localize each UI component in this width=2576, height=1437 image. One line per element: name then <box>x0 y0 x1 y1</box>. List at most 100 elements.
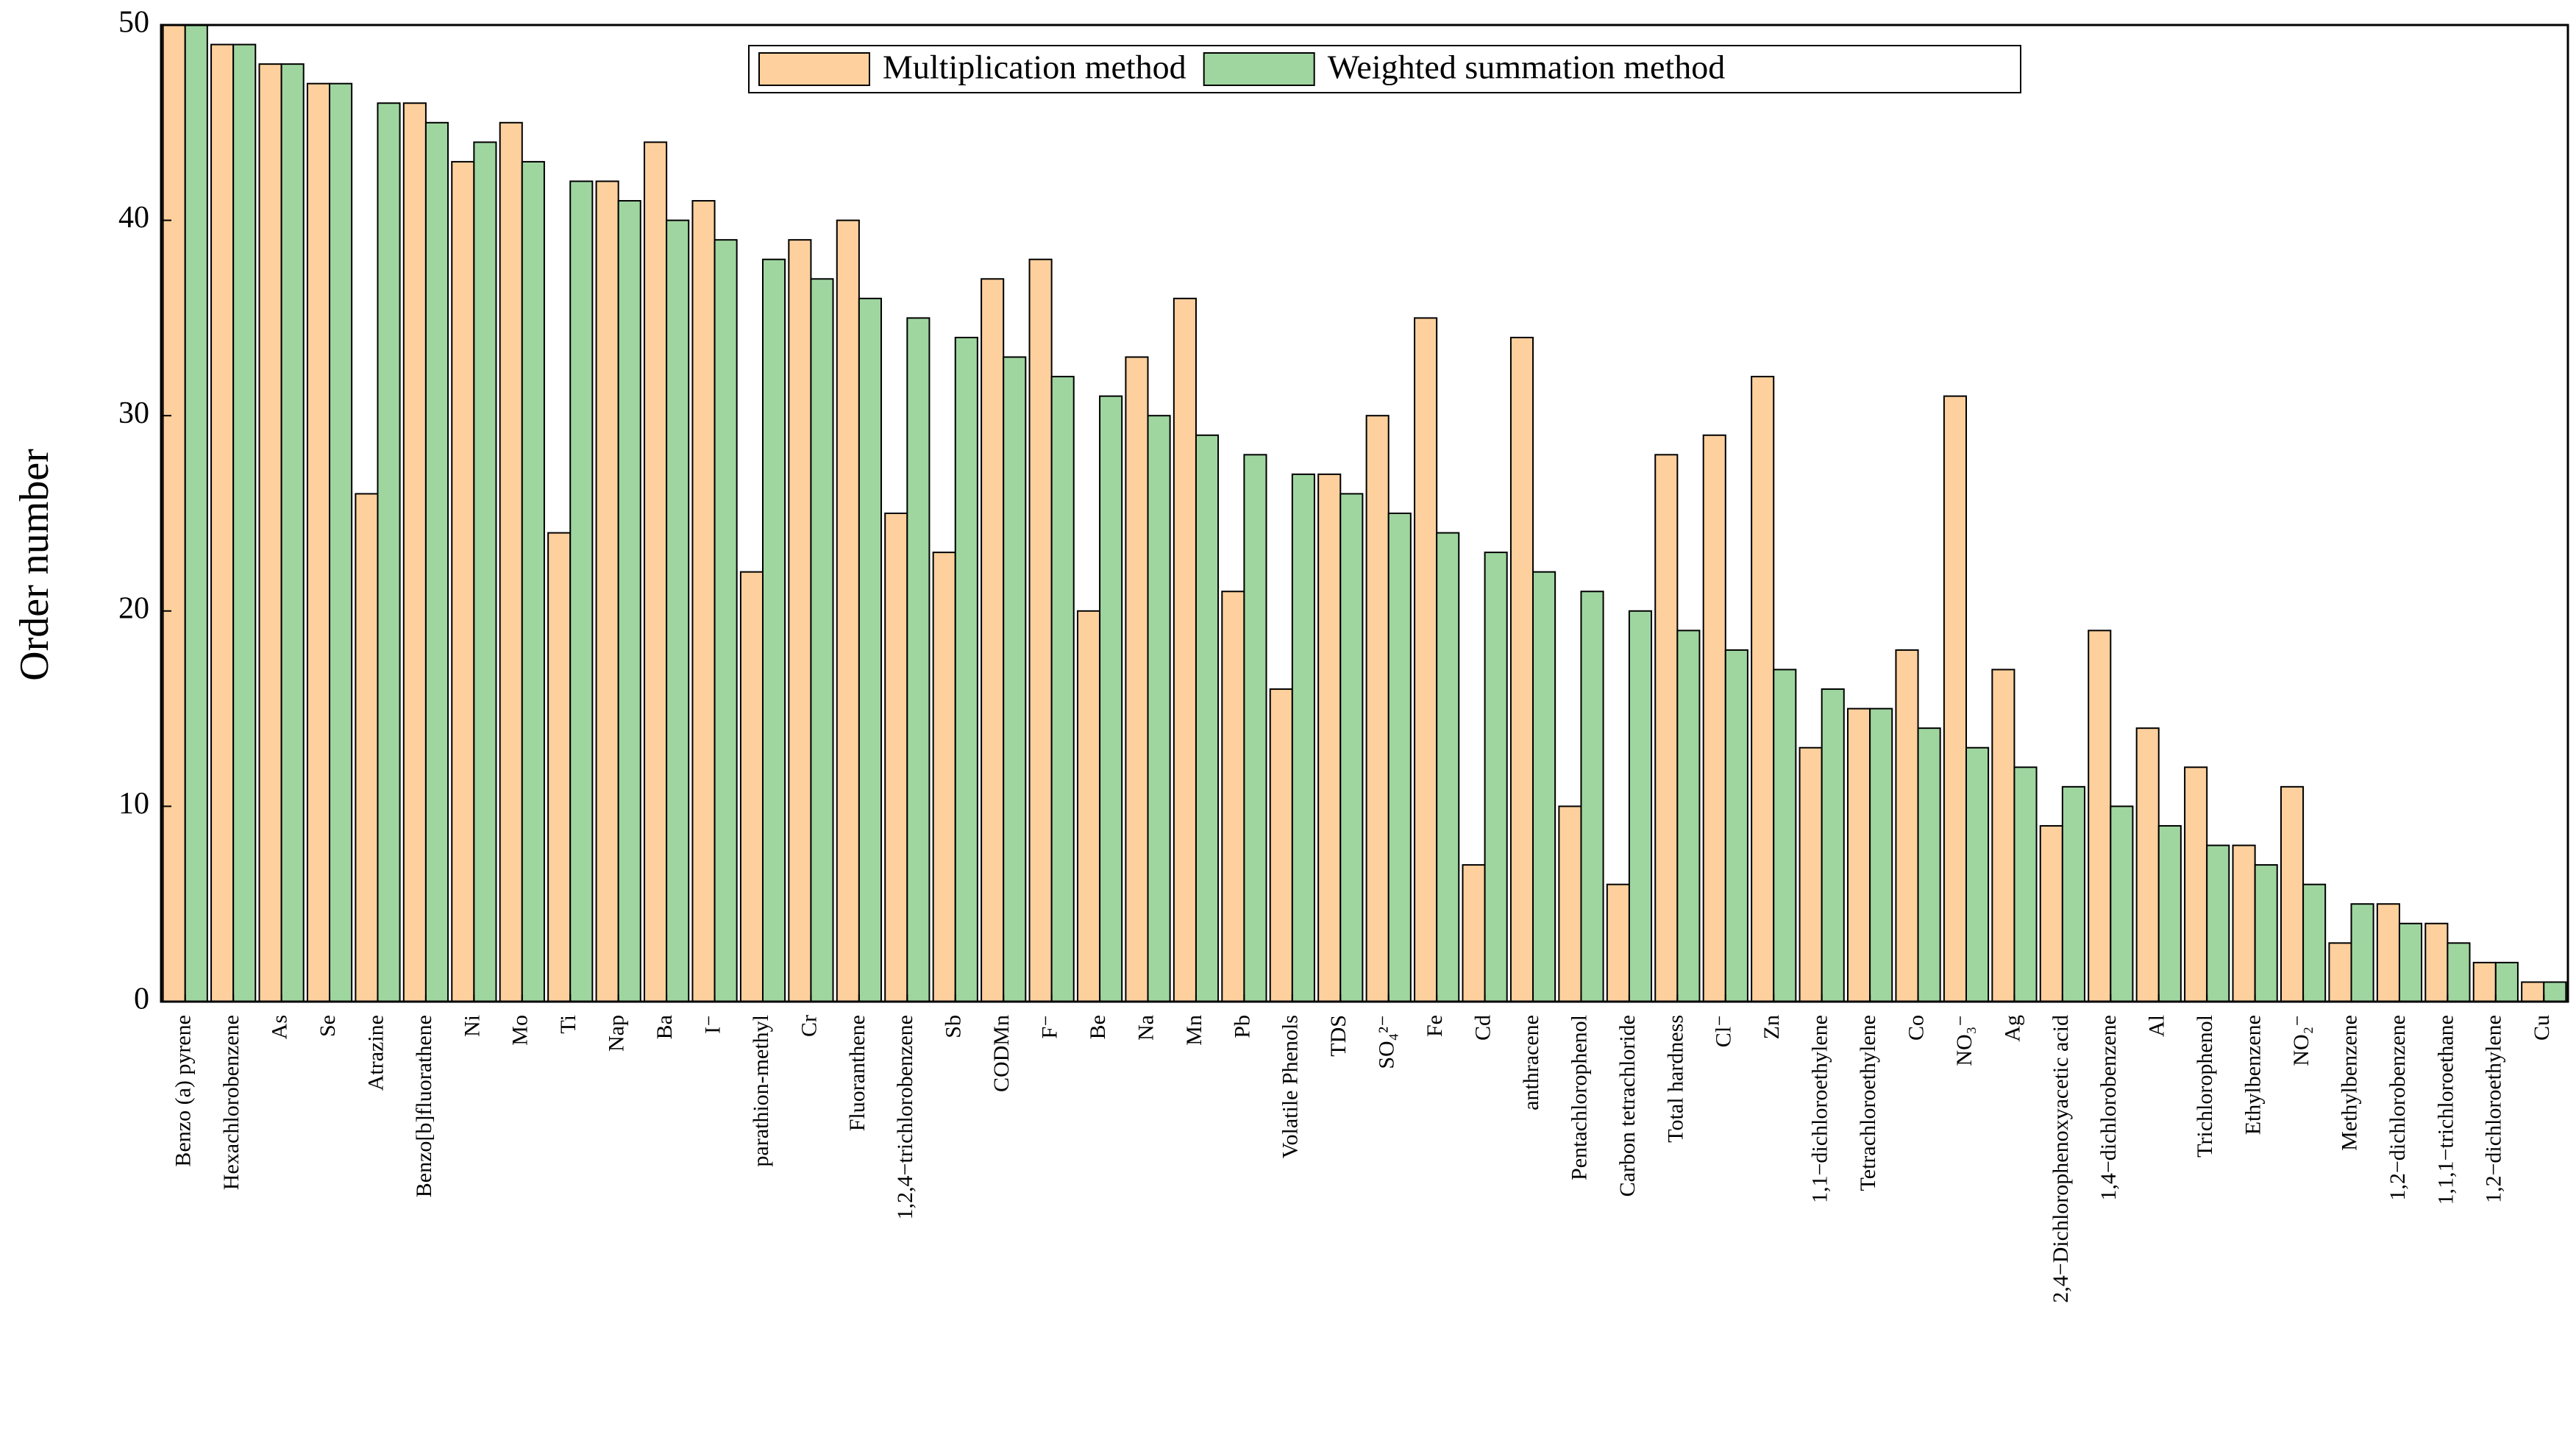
x-tick-label: Ni <box>460 1015 484 1037</box>
bar <box>644 141 668 1003</box>
bar <box>1003 356 1027 1002</box>
bar <box>1702 434 1726 1002</box>
x-tick-label: Ti <box>556 1015 580 1034</box>
x-tick-label: Pb <box>1230 1015 1254 1038</box>
x-tick-label: Methylbenzene <box>2337 1015 2361 1151</box>
bar <box>1654 454 1679 1002</box>
x-tick-label: Fluoranthene <box>845 1015 869 1131</box>
bar <box>2398 922 2423 1003</box>
bar <box>1484 552 1508 1002</box>
x-tick-label: Pentachlorophenol <box>1567 1015 1591 1180</box>
x-tick-label: Tetrachloroethylene <box>1856 1015 1880 1191</box>
bar <box>1436 532 1460 1002</box>
x-tick-label: 1,1,1−trichloroethane <box>2433 1015 2458 1205</box>
x-tick-label: 1,2,4−trichlorobenzene <box>893 1015 917 1219</box>
x-tick-label: Ethylbenzene <box>2241 1015 2266 1135</box>
bar <box>788 239 812 1002</box>
bar <box>1580 591 1604 1002</box>
bar <box>1532 571 1556 1002</box>
x-tick-label: Mn <box>1182 1015 1206 1046</box>
bar <box>714 239 738 1002</box>
bar <box>1558 805 1582 1003</box>
bar <box>2013 766 2038 1003</box>
x-tick-label: Cd <box>1470 1015 1495 1041</box>
bar <box>2472 961 2497 1003</box>
x-tick-label: NO₂⁻ <box>2289 1015 2313 1066</box>
x-tick-label: Benzo (a) pyrene <box>171 1015 196 1167</box>
bar <box>2424 922 2449 1003</box>
bar <box>1414 317 1438 1002</box>
x-tick-label: Ba <box>652 1015 677 1039</box>
x-tick-label: Na <box>1134 1015 1158 1041</box>
bar <box>2494 961 2519 1003</box>
x-tick-label: anthracene <box>1519 1015 1543 1110</box>
y-tick-label: 50 <box>118 6 149 40</box>
bar <box>451 160 475 1002</box>
bar <box>1943 395 1968 1002</box>
bar <box>2157 824 2182 1002</box>
bar <box>2521 981 2545 1002</box>
bar <box>2206 844 2230 1003</box>
bar <box>1269 688 1293 1002</box>
bar <box>2447 942 2471 1002</box>
x-tick-label: Total hardness <box>1663 1015 1687 1143</box>
bar <box>1847 707 1871 1002</box>
bar <box>739 571 764 1002</box>
x-tick-label: Trichlorophenol <box>2193 1015 2217 1158</box>
bar <box>1628 610 1653 1002</box>
bar <box>1221 591 1245 1002</box>
bar <box>1773 668 1797 1002</box>
y-tick-label: 20 <box>118 591 149 625</box>
bar <box>691 200 716 1002</box>
x-tick-label: Be <box>1086 1015 1110 1039</box>
x-tick-label: Cr <box>797 1015 821 1037</box>
x-tick-label: Nap <box>605 1015 629 1052</box>
x-tick-label: Carbon tetrachloride <box>1615 1015 1640 1197</box>
bar <box>1243 454 1267 1002</box>
bar <box>1965 746 1990 1002</box>
bar <box>884 513 908 1002</box>
legend-label: Multiplication method <box>883 49 1186 86</box>
bar <box>424 121 449 1002</box>
bar <box>377 102 401 1003</box>
bar <box>2039 824 2063 1002</box>
y-tick-label: 10 <box>118 787 149 821</box>
x-tick-label: Sb <box>942 1015 966 1038</box>
x-tick-label: 1,4−dichlorobenzene <box>2096 1015 2121 1201</box>
bar <box>547 532 572 1002</box>
x-tick-label: Cl⁻ <box>1712 1015 1736 1047</box>
bar <box>1676 630 1701 1002</box>
x-tick-label: NO₃⁻ <box>1952 1015 1977 1066</box>
bar <box>906 317 931 1002</box>
bar <box>2543 981 2567 1002</box>
bar <box>355 493 379 1002</box>
bar <box>858 297 882 1002</box>
x-tick-label: 2,4−Dichlorophenoxyacetic acid <box>2049 1015 2073 1303</box>
bar <box>1895 649 1919 1002</box>
bar <box>2184 766 2208 1003</box>
bar <box>162 24 186 1002</box>
x-tick-label: F⁻ <box>1038 1015 1062 1039</box>
x-tick-label: Co <box>1904 1015 1928 1041</box>
bar <box>1798 746 1823 1002</box>
bar <box>2110 805 2134 1003</box>
x-tick-label: parathion-methyl <box>749 1015 773 1167</box>
bar <box>2280 785 2305 1002</box>
x-tick-label: Ag <box>2000 1015 2024 1042</box>
x-tick-label: I⁻ <box>700 1015 725 1034</box>
x-tick-label: Al <box>2145 1015 2169 1037</box>
bar <box>2088 630 2112 1002</box>
x-tick-label: 1,2−dichloroethylene <box>2482 1015 2506 1203</box>
bar <box>981 278 1005 1002</box>
bar <box>1195 434 1220 1002</box>
bar <box>1317 473 1342 1002</box>
bar <box>762 258 786 1003</box>
bar <box>184 24 208 1002</box>
bar <box>1821 688 1845 1002</box>
bar <box>1991 668 2015 1002</box>
bar <box>402 102 427 1003</box>
bar <box>1606 883 1630 1003</box>
bar <box>2328 942 2352 1002</box>
bar <box>810 278 834 1002</box>
